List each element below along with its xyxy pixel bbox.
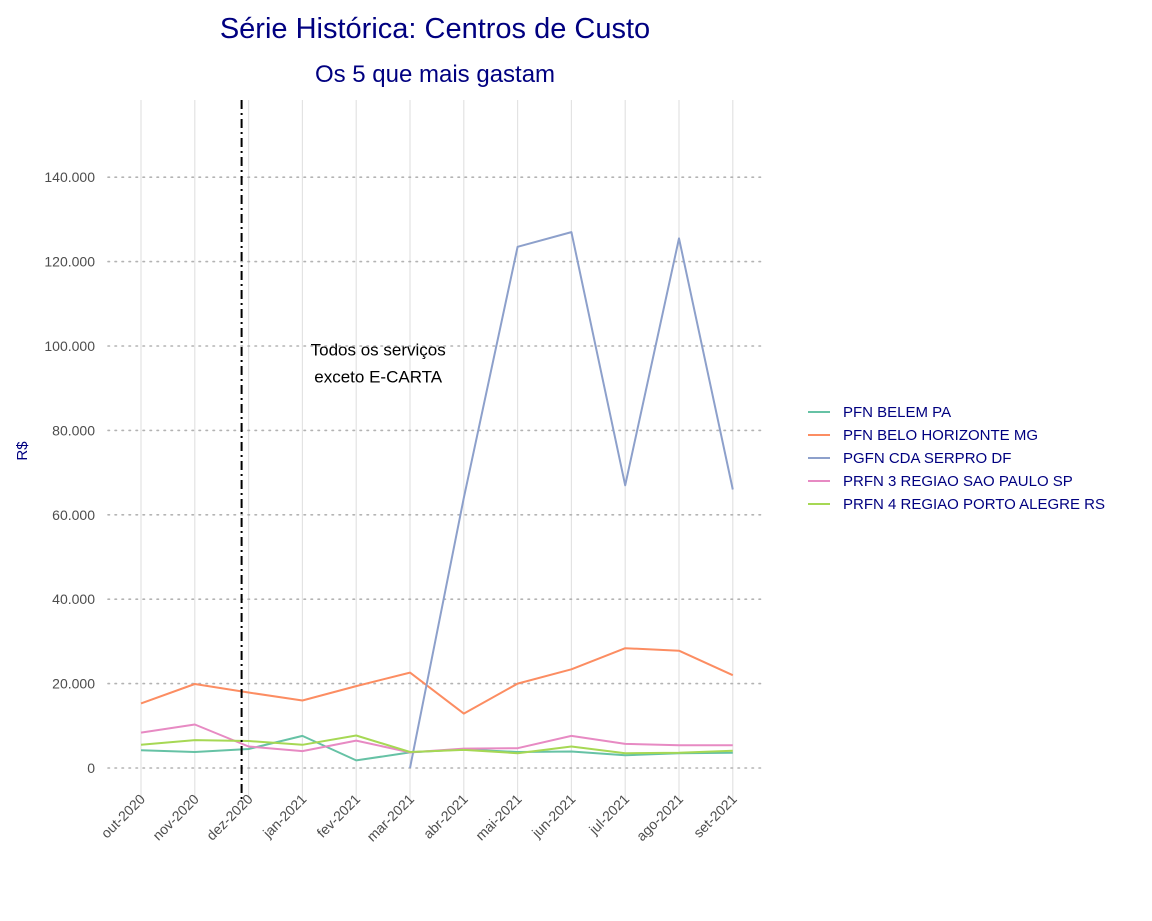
x-tick-label: dez-2020 [203, 791, 256, 844]
y-tick-label: 120.000 [44, 254, 95, 270]
x-tick-label: ago-2021 [633, 791, 686, 844]
x-tick-label: set-2021 [690, 791, 740, 841]
y-tick-label: 140.000 [44, 169, 95, 185]
annotation-text: exceto E-CARTA [314, 367, 443, 386]
y-tick-label: 80.000 [52, 422, 95, 438]
x-tick-label: jul-2021 [585, 791, 632, 838]
series-line [140, 734, 733, 755]
x-tick-label: fev-2021 [313, 791, 363, 841]
legend-label: PFN BELEM PA [843, 404, 951, 421]
y-tick-label: 60.000 [52, 507, 95, 523]
annotation-text: Todos os serviços [311, 340, 446, 359]
series-line [140, 647, 734, 715]
x-tick-label: jun-2021 [528, 791, 579, 842]
legend-label: PRFN 3 REGIAO SAO PAULO SP [843, 473, 1073, 490]
series-line [409, 231, 734, 769]
series-line [140, 723, 733, 754]
y-tick-label: 0 [87, 760, 95, 776]
y-axis-label: R$ [14, 441, 31, 461]
x-tick-label: nov-2020 [149, 791, 202, 844]
chart-subtitle: Os 5 que mais gastam [315, 61, 555, 88]
chart-title: Série Histórica: Centros de Custo [220, 13, 650, 45]
legend: PFN BELEM PA PFN BELO HORIZONTE MG PGFN CD… [808, 404, 1105, 513]
legend-label: PRFN 4 REGIAO PORTO ALEGRE RS [843, 496, 1105, 513]
x-tick-label: jan-2021 [259, 791, 310, 842]
x-tick-label: abr-2021 [420, 791, 471, 842]
y-tick-label: 40.000 [52, 591, 95, 607]
legend-label: PGFN CDA SERPRO DF [843, 450, 1011, 467]
y-tick-label: 20.000 [52, 676, 95, 692]
x-tick-label: out-2020 [98, 791, 149, 842]
x-tick-label: mar-2021 [363, 791, 417, 845]
legend-label: PFN BELO HORIZONTE MG [843, 427, 1038, 444]
plot-area: 0 20.000 40.000 60.000 80.000 100.000 120.000 1… [44, 100, 763, 845]
x-tick-label: mai-2021 [472, 791, 525, 844]
y-tick-label: 100.000 [44, 338, 95, 354]
